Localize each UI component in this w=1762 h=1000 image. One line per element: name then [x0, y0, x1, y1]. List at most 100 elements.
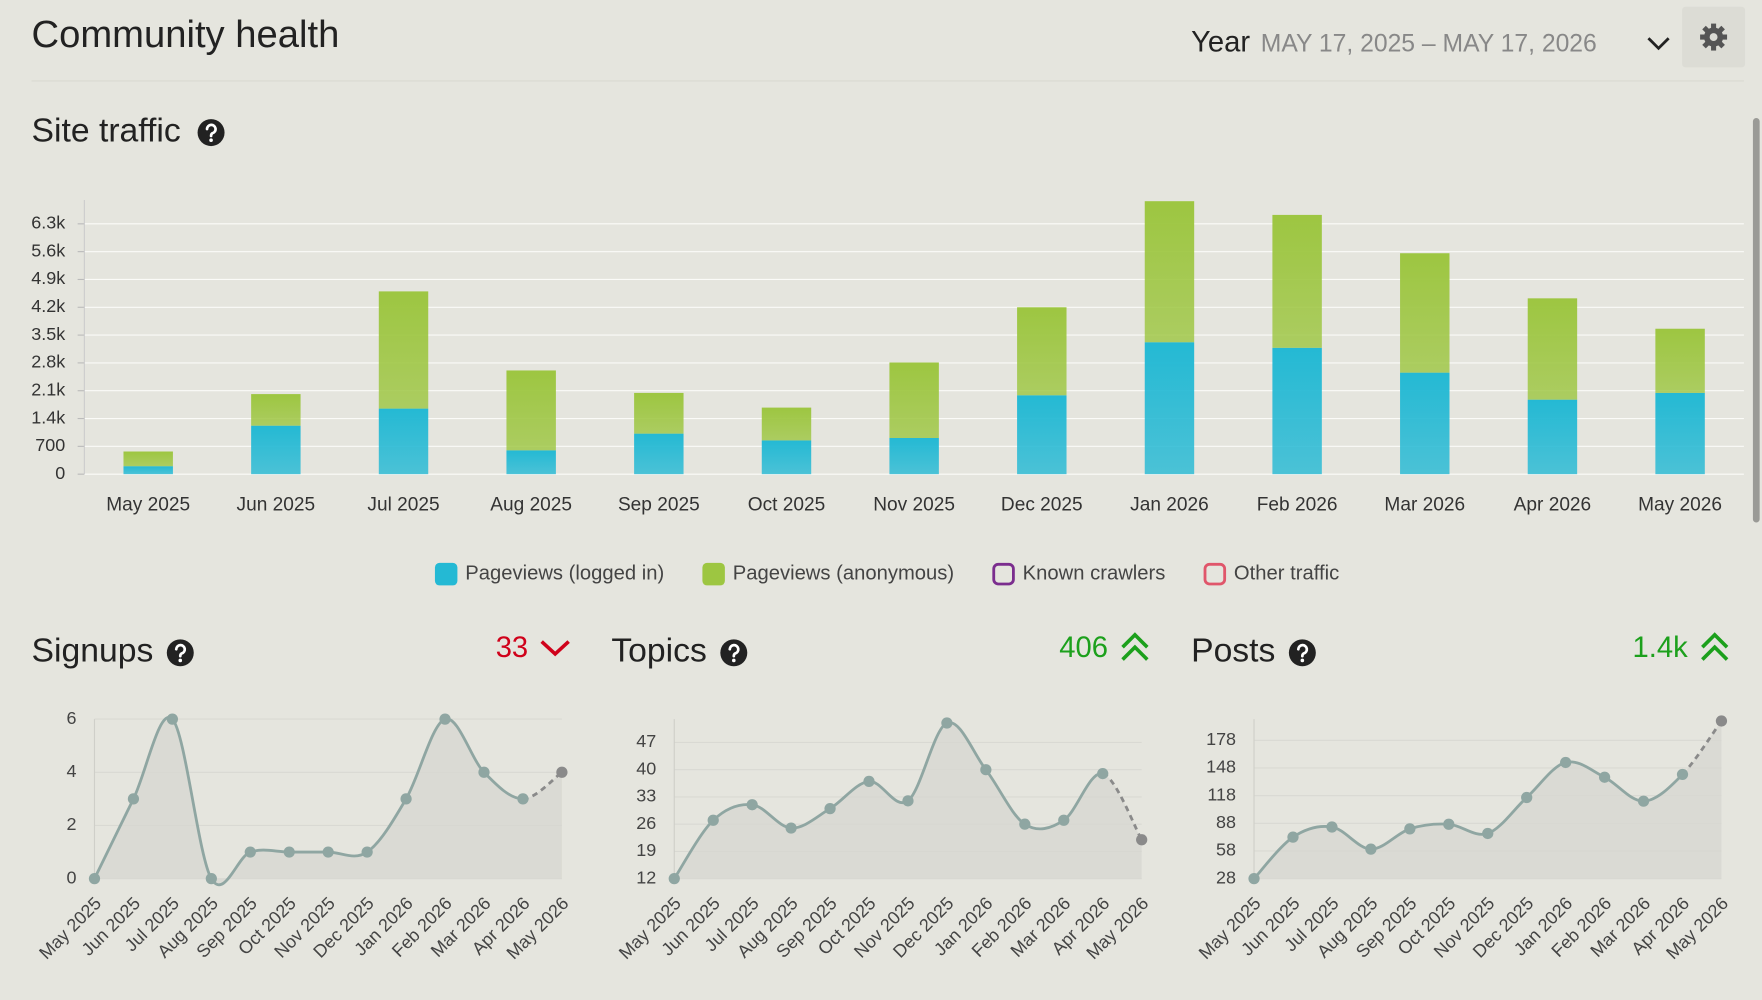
- bar-segment: [251, 394, 301, 426]
- y-tick-label: 58: [1216, 840, 1236, 860]
- legend-item[interactable]: Known crawlers: [992, 562, 1166, 586]
- data-point: [88, 873, 101, 885]
- legend-label: Other traffic: [1234, 563, 1339, 585]
- data-point: [1019, 818, 1031, 830]
- period-dropdown[interactable]: [1647, 37, 1670, 51]
- scrollbar[interactable]: [1752, 117, 1760, 523]
- y-tick-label: 4.2k: [31, 296, 66, 316]
- y-tick-label: 1.4k: [31, 407, 66, 427]
- total-value: 33: [496, 632, 528, 664]
- data-point: [785, 822, 797, 834]
- help-icon[interactable]: [197, 119, 225, 147]
- y-tick-label: 700: [35, 435, 65, 455]
- y-tick-label: 47: [636, 731, 656, 751]
- bar-segment: [1400, 372, 1450, 475]
- data-point: [556, 766, 568, 778]
- period-range[interactable]: MAY 17, 2025 – MAY 17, 2026: [1261, 30, 1597, 57]
- help-glyph: [1296, 643, 1309, 658]
- help-icon[interactable]: [1288, 639, 1316, 667]
- bar-segment: [1527, 399, 1578, 475]
- help-dot: [209, 138, 213, 143]
- chart-title: Signups: [32, 632, 154, 670]
- y-tick-label: 33: [636, 786, 656, 806]
- chart-title: Topics: [611, 632, 707, 670]
- period-label[interactable]: Year: [1191, 27, 1250, 59]
- bar-segment: [1144, 201, 1195, 343]
- y-tick-label: 118: [1207, 784, 1236, 804]
- data-point: [517, 793, 529, 805]
- bar-segment: [634, 392, 684, 434]
- data-point: [1560, 756, 1572, 769]
- x-tick-label: Aug 2025: [490, 495, 572, 516]
- bar-segment: [1272, 214, 1322, 348]
- data-point: [361, 846, 373, 858]
- data-point: [1637, 795, 1650, 807]
- data-point: [1097, 767, 1109, 780]
- area: [94, 717, 562, 885]
- help-icon[interactable]: [166, 639, 194, 667]
- data-point: [1521, 791, 1533, 804]
- bar-segment: [123, 466, 173, 475]
- legend-swatch: [992, 562, 1015, 586]
- data-point: [1598, 771, 1611, 783]
- help-icon[interactable]: [720, 639, 748, 667]
- bar-segment: [506, 370, 556, 451]
- x-tick-label: Dec 2025: [1001, 495, 1083, 516]
- legend-label: Pageviews (logged in): [465, 563, 664, 585]
- y-tick-label: 178: [1206, 729, 1236, 749]
- data-point: [668, 873, 680, 885]
- legend-label: Known crawlers: [1023, 563, 1166, 585]
- bar-segment: [889, 438, 939, 475]
- bar-segment: [1017, 307, 1067, 396]
- area: [1254, 720, 1722, 879]
- y-tick-label: 4: [67, 761, 77, 781]
- legend-item[interactable]: Pageviews (logged in): [434, 562, 664, 586]
- bar-segment: [889, 362, 939, 439]
- y-tick-label: 3.5k: [31, 324, 66, 344]
- x-tick-label: Jun 2025: [237, 495, 316, 516]
- data-point: [1443, 818, 1455, 830]
- y-tick-label: 28: [1216, 867, 1236, 887]
- x-tick-label: Mar 2026: [1384, 495, 1465, 516]
- x-tick-label: Jul 2025: [367, 495, 439, 516]
- help-dot: [732, 658, 736, 663]
- y-tick-label: 2.8k: [31, 352, 66, 372]
- bar-segment: [1655, 392, 1705, 475]
- data-point: [205, 873, 217, 885]
- help-glyph: [205, 123, 217, 138]
- bar-segment: [1400, 253, 1450, 373]
- bar-segment: [1655, 328, 1705, 393]
- x-tick-label: Nov 2025: [873, 495, 955, 516]
- x-tick-label: Sep 2025: [618, 495, 700, 516]
- bar-segment: [1527, 298, 1578, 400]
- data-point: [1404, 823, 1416, 835]
- area: [674, 722, 1142, 879]
- data-point: [707, 814, 719, 826]
- x-tick-label: Jan 2026: [1130, 495, 1209, 516]
- legend-item[interactable]: Other traffic: [1203, 562, 1339, 586]
- data-point: [746, 799, 758, 811]
- x-tick-label: May 2025: [106, 495, 190, 516]
- x-tick-label: May 2026: [1638, 495, 1722, 516]
- data-point: [166, 713, 179, 725]
- data-point: [127, 793, 140, 805]
- total-value: 406: [1059, 632, 1108, 664]
- chart-title: Site traffic: [32, 111, 181, 149]
- legend-item[interactable]: Pageviews (anonymous): [702, 563, 954, 586]
- y-tick-label: 5.6k: [31, 240, 66, 260]
- bar-segment: [634, 433, 684, 475]
- data-point: [322, 846, 334, 858]
- trend-icon: [540, 640, 570, 657]
- bar-segment: [761, 407, 812, 441]
- y-tick-label: 19: [636, 840, 656, 860]
- data-point: [400, 793, 412, 805]
- trend-icon: [1701, 632, 1729, 661]
- chart-title: Posts: [1191, 632, 1275, 670]
- data-point: [863, 775, 875, 787]
- legend-swatch: [434, 562, 458, 586]
- bar-segment: [1144, 342, 1195, 475]
- data-point: [1676, 768, 1689, 781]
- legend-swatch: [1203, 562, 1227, 586]
